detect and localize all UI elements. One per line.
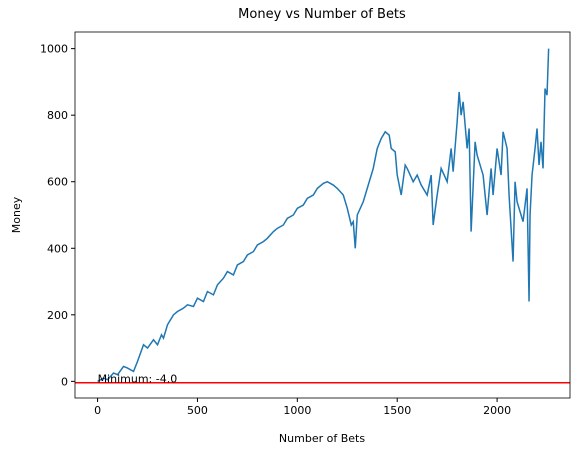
x-tick-label: 500	[187, 404, 208, 417]
chart-title: Money vs Number of Bets	[238, 7, 406, 22]
x-tick-label: 0	[94, 404, 101, 417]
x-axis-label: Number of Bets	[279, 432, 365, 445]
y-tick-label: 600	[47, 176, 68, 189]
x-tick-label: 1000	[283, 404, 311, 417]
x-tick-label: 1500	[383, 404, 411, 417]
line-series	[97, 48, 550, 383]
x-tick-label: 2000	[483, 404, 511, 417]
y-tick-label: 800	[47, 109, 68, 122]
y-tick-label: 400	[47, 242, 68, 255]
y-tick-label: 0	[61, 375, 68, 388]
y-tick-label: 200	[47, 309, 68, 322]
y-tick-label: 1000	[40, 43, 68, 56]
annotation: Minimum: -4.0	[98, 373, 178, 386]
y-axis-label: Money	[10, 196, 23, 233]
plot-frame	[74, 31, 571, 399]
